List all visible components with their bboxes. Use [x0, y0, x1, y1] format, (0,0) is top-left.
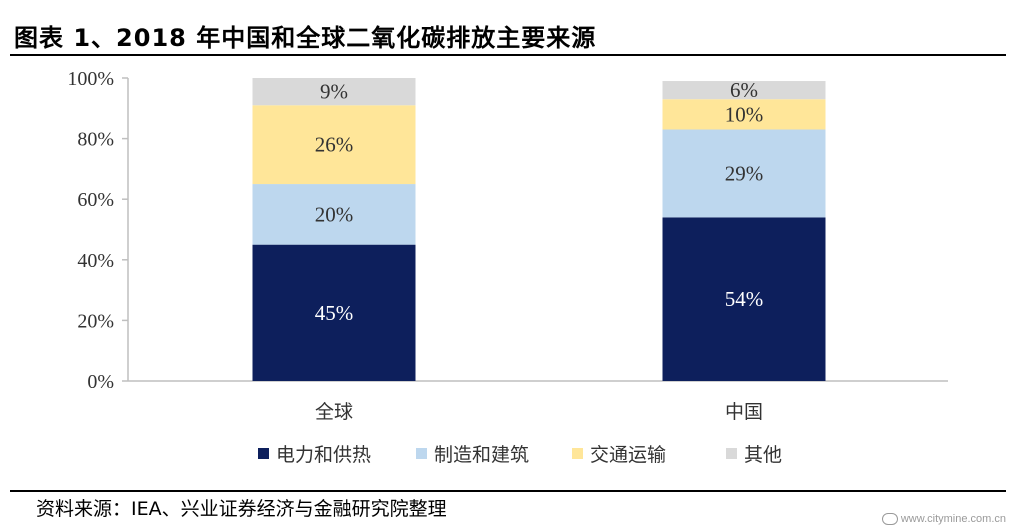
data-label: 6% — [730, 78, 758, 102]
legend-label: 制造和建筑 — [434, 444, 529, 466]
y-tick-label: 100% — [67, 68, 114, 90]
title-divider — [10, 54, 1006, 56]
legend-label: 电力和供热 — [276, 444, 371, 466]
data-label: 29% — [725, 161, 764, 185]
chart-title: 图表 1、2018 年中国和全球二氧化碳排放主要来源 — [14, 24, 597, 52]
legend-swatch — [726, 448, 737, 459]
y-tick-label: 60% — [77, 189, 114, 211]
bar-segment — [662, 81, 826, 100]
legend-swatch — [572, 448, 583, 459]
data-label: 9% — [320, 80, 348, 104]
y-tick-label: 80% — [77, 129, 114, 151]
legend: 电力和供热 制造和建筑 交通运输 其他 — [258, 444, 782, 466]
y-tick-label: 40% — [77, 250, 114, 272]
data-label: 45% — [315, 301, 354, 325]
bar-segment — [252, 244, 416, 381]
bar-segment — [252, 78, 416, 106]
data-label: 10% — [725, 102, 764, 126]
legend-swatch — [416, 448, 427, 459]
bar-segment — [662, 129, 826, 218]
data-label: 54% — [725, 287, 764, 311]
data-label: 20% — [315, 202, 354, 226]
x-category-label: 全球 — [315, 401, 353, 423]
source-divider — [10, 490, 1006, 492]
watermark-text: www.citymine.com.cn — [900, 512, 1006, 525]
bar-segment — [252, 184, 416, 245]
category-labels: 全球 中国 — [315, 401, 763, 423]
y-axis: 0% 20% 40% 60% 80% 100% — [67, 68, 129, 393]
bar-segment — [252, 105, 416, 185]
bar-segment — [662, 99, 826, 130]
watermark: www.citymine.com.cn — [881, 512, 1006, 525]
legend-label: 其他 — [744, 444, 782, 466]
y-tick-label: 20% — [77, 310, 114, 332]
bars — [252, 78, 826, 381]
data-label: 26% — [315, 133, 354, 157]
x-category-label: 中国 — [725, 401, 763, 423]
value-labels: 45% 20% 26% 9% 54% 29% 10%6% — [315, 78, 764, 325]
watermark-logo-icon — [881, 513, 898, 525]
source-note: 资料来源：IEA、兴业证券经济与金融研究院整理 — [36, 498, 447, 520]
bar-segment — [662, 217, 826, 381]
y-tick-label: 0% — [87, 371, 114, 393]
legend-label: 交通运输 — [590, 444, 666, 466]
legend-swatch — [258, 448, 269, 459]
